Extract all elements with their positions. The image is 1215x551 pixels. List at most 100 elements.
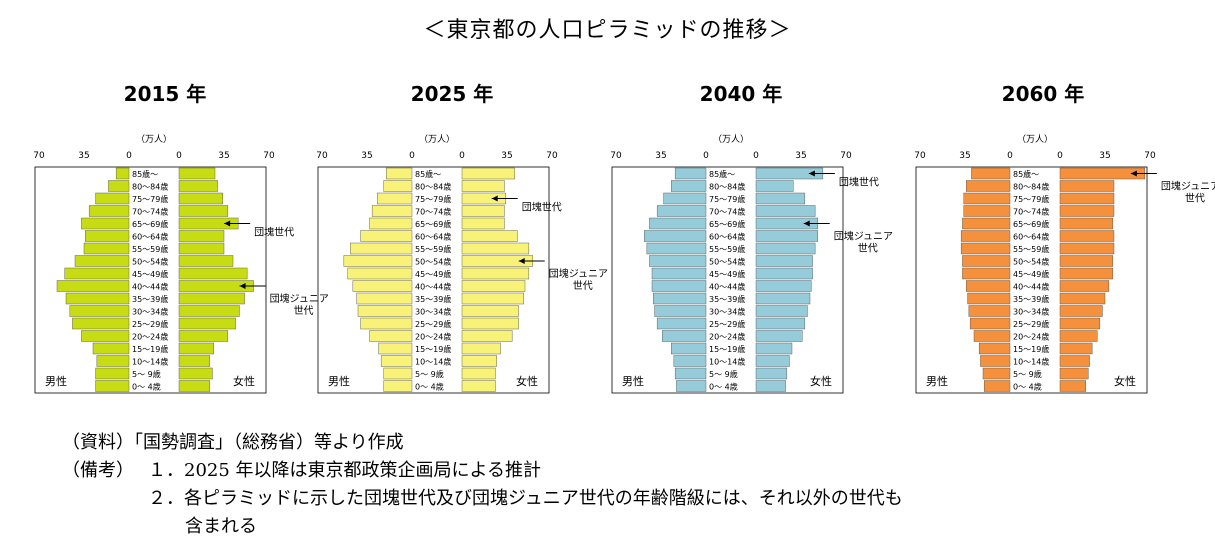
female-bar — [756, 243, 815, 254]
female-bar — [756, 256, 813, 267]
age-label: 5～ 9歳 — [415, 369, 444, 379]
age-label: 35～39歳 — [1013, 294, 1049, 304]
male-label: 男性 — [328, 374, 350, 388]
female-bar — [179, 381, 210, 392]
male-bar — [361, 318, 412, 329]
female-bar — [462, 343, 501, 354]
male-bar — [377, 193, 412, 204]
age-label: 65～69歳 — [1013, 219, 1049, 229]
female-bar — [179, 181, 218, 192]
male-bar — [652, 268, 706, 279]
tick-label: 70 — [840, 151, 852, 161]
age-label: 40～44歳 — [709, 282, 745, 292]
age-label: 25～29歳 — [415, 319, 451, 329]
annotation-label: 団塊ジュニア — [549, 267, 608, 280]
age-label: 60～64歳 — [1013, 232, 1049, 242]
annotation-label: 団塊ジュニア — [270, 292, 329, 305]
female-bar — [756, 331, 802, 342]
female-bar — [1060, 331, 1097, 342]
tick-label: 70 — [316, 151, 328, 161]
age-label: 30～34歳 — [132, 307, 168, 317]
female-bar — [756, 268, 813, 279]
female-bar — [756, 181, 793, 192]
age-label: 50～54歳 — [132, 257, 168, 267]
age-label: 35～39歳 — [132, 294, 168, 304]
male-bar — [649, 256, 706, 267]
male-bar — [370, 331, 412, 342]
female-bar — [756, 231, 818, 242]
tick-label: 35 — [1099, 151, 1110, 161]
annotation-label: 世代 — [1185, 193, 1205, 205]
male-bar — [664, 193, 706, 204]
male-bar — [361, 231, 412, 242]
tick-label: 70 — [914, 151, 926, 161]
female-bar — [1060, 356, 1090, 367]
male-bar — [384, 368, 412, 379]
male-bar — [81, 218, 129, 229]
female-bar — [462, 356, 497, 367]
age-label: 35～39歳 — [415, 294, 451, 304]
age-label: 75～79歳 — [1013, 194, 1049, 204]
male-bar — [96, 381, 129, 392]
female-bar — [179, 168, 215, 179]
male-bar — [370, 218, 412, 229]
tick-label: 35 — [218, 151, 229, 161]
male-bar — [655, 306, 706, 317]
female-bar — [462, 168, 515, 179]
female-bar — [462, 206, 504, 217]
male-bar — [675, 368, 706, 379]
female-bar — [1060, 318, 1100, 329]
female-bar — [179, 231, 224, 242]
chart-title: 2025 年 — [411, 82, 494, 106]
male-bar — [348, 268, 412, 279]
age-label: 35～39歳 — [709, 294, 745, 304]
female-bar — [756, 318, 805, 329]
age-label: 50～54歳 — [1013, 257, 1049, 267]
age-label: 75～79歳 — [132, 194, 168, 204]
male-bar — [676, 381, 706, 392]
male-bar — [57, 281, 129, 292]
female-bar — [1060, 193, 1114, 204]
male-bar — [344, 256, 412, 267]
male-bar — [372, 206, 412, 217]
male-bar — [358, 306, 412, 317]
tick-label: 0 — [753, 151, 759, 161]
annotation-label: 世代 — [573, 280, 593, 292]
annotation-label: 団塊ジュニア — [1161, 180, 1215, 193]
male-bar — [974, 331, 1010, 342]
female-bar — [1060, 206, 1114, 217]
male-bar — [652, 281, 706, 292]
male-bar — [386, 168, 412, 179]
tick-label: 70 — [1144, 151, 1156, 161]
age-label: 10～14歳 — [132, 357, 168, 367]
age-label: 60～64歳 — [709, 232, 745, 242]
age-label: 40～44歳 — [415, 282, 451, 292]
female-bar — [179, 293, 245, 304]
age-label: 80～84歳 — [709, 182, 745, 192]
tick-label: 0 — [176, 151, 182, 161]
female-bar — [179, 306, 239, 317]
female-bar — [179, 343, 214, 354]
note-remark-label: （備考） — [62, 456, 134, 482]
age-label: 0～ 4歳 — [415, 382, 444, 392]
male-bar — [983, 368, 1010, 379]
female-bar — [179, 368, 212, 379]
female-bar — [462, 281, 525, 292]
tick-label: 35 — [78, 151, 89, 161]
female-bar — [756, 356, 789, 367]
unit-label: （万人） — [713, 134, 749, 145]
male-bar — [116, 168, 129, 179]
tick-label: 70 — [263, 151, 275, 161]
male-bar — [657, 206, 706, 217]
age-label: 40～44歳 — [1013, 282, 1049, 292]
female-bar — [179, 206, 228, 217]
age-label: 15～19歳 — [709, 344, 745, 354]
annotation-label: 世代 — [858, 243, 878, 255]
female-bar — [1060, 268, 1113, 279]
tick-label: 35 — [795, 151, 806, 161]
age-label: 55～59歳 — [1013, 244, 1049, 254]
age-label: 55～59歳 — [132, 244, 168, 254]
age-label: 0～ 4歳 — [1013, 382, 1042, 392]
female-bar — [1060, 218, 1113, 229]
tick-label: 35 — [959, 151, 970, 161]
